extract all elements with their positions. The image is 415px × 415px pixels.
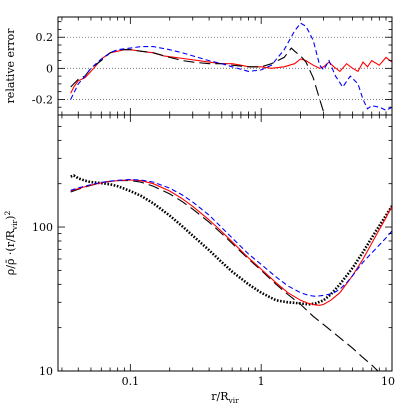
bottom-series-short-dash-blue-line xyxy=(70,178,392,297)
top-y-axis-title: relative error xyxy=(4,28,17,104)
top-y-tick-label: 0 xyxy=(46,62,53,75)
bottom-x-tick-label: 10 xyxy=(381,375,395,388)
bottom-y-tick-label: 10 xyxy=(39,365,53,378)
bottom-panel: 10 100 0.1 1 10 r/Rvir ρ/ρ̄ ·(r/Rvir)2 xyxy=(3,114,395,405)
bottom-series-group xyxy=(70,174,392,371)
top-y-tick-label: -0.2 xyxy=(32,93,53,106)
top-panel: -0.2 0 0.2 relative error xyxy=(4,16,393,116)
bottom-series-long-dash-black-line xyxy=(70,180,379,371)
bottom-x-axis-title: r/Rvir xyxy=(211,390,239,405)
bottom-series-dotted-black-line xyxy=(70,174,392,306)
top-series-long-dash-black-line xyxy=(70,47,327,115)
bottom-ticks: 10 100 0.1 1 10 xyxy=(32,114,395,388)
bottom-panel-frame xyxy=(57,114,393,372)
top-y-tick-label: 0.2 xyxy=(36,31,54,44)
bottom-x-tick-label: 1 xyxy=(258,375,265,388)
top-series-group xyxy=(70,22,392,115)
bottom-y-axis-title: ρ/ρ̄ ·(r/Rvir)2 xyxy=(3,211,19,276)
top-series-solid-red-line xyxy=(70,49,392,94)
top-series-short-dash-blue-line xyxy=(70,22,392,111)
bottom-y-tick-label: 100 xyxy=(32,221,53,234)
bottom-x-tick-label: 0.1 xyxy=(122,375,140,388)
top-ticks: -0.2 0 0.2 xyxy=(32,17,393,116)
top-panel-frame xyxy=(57,16,393,116)
